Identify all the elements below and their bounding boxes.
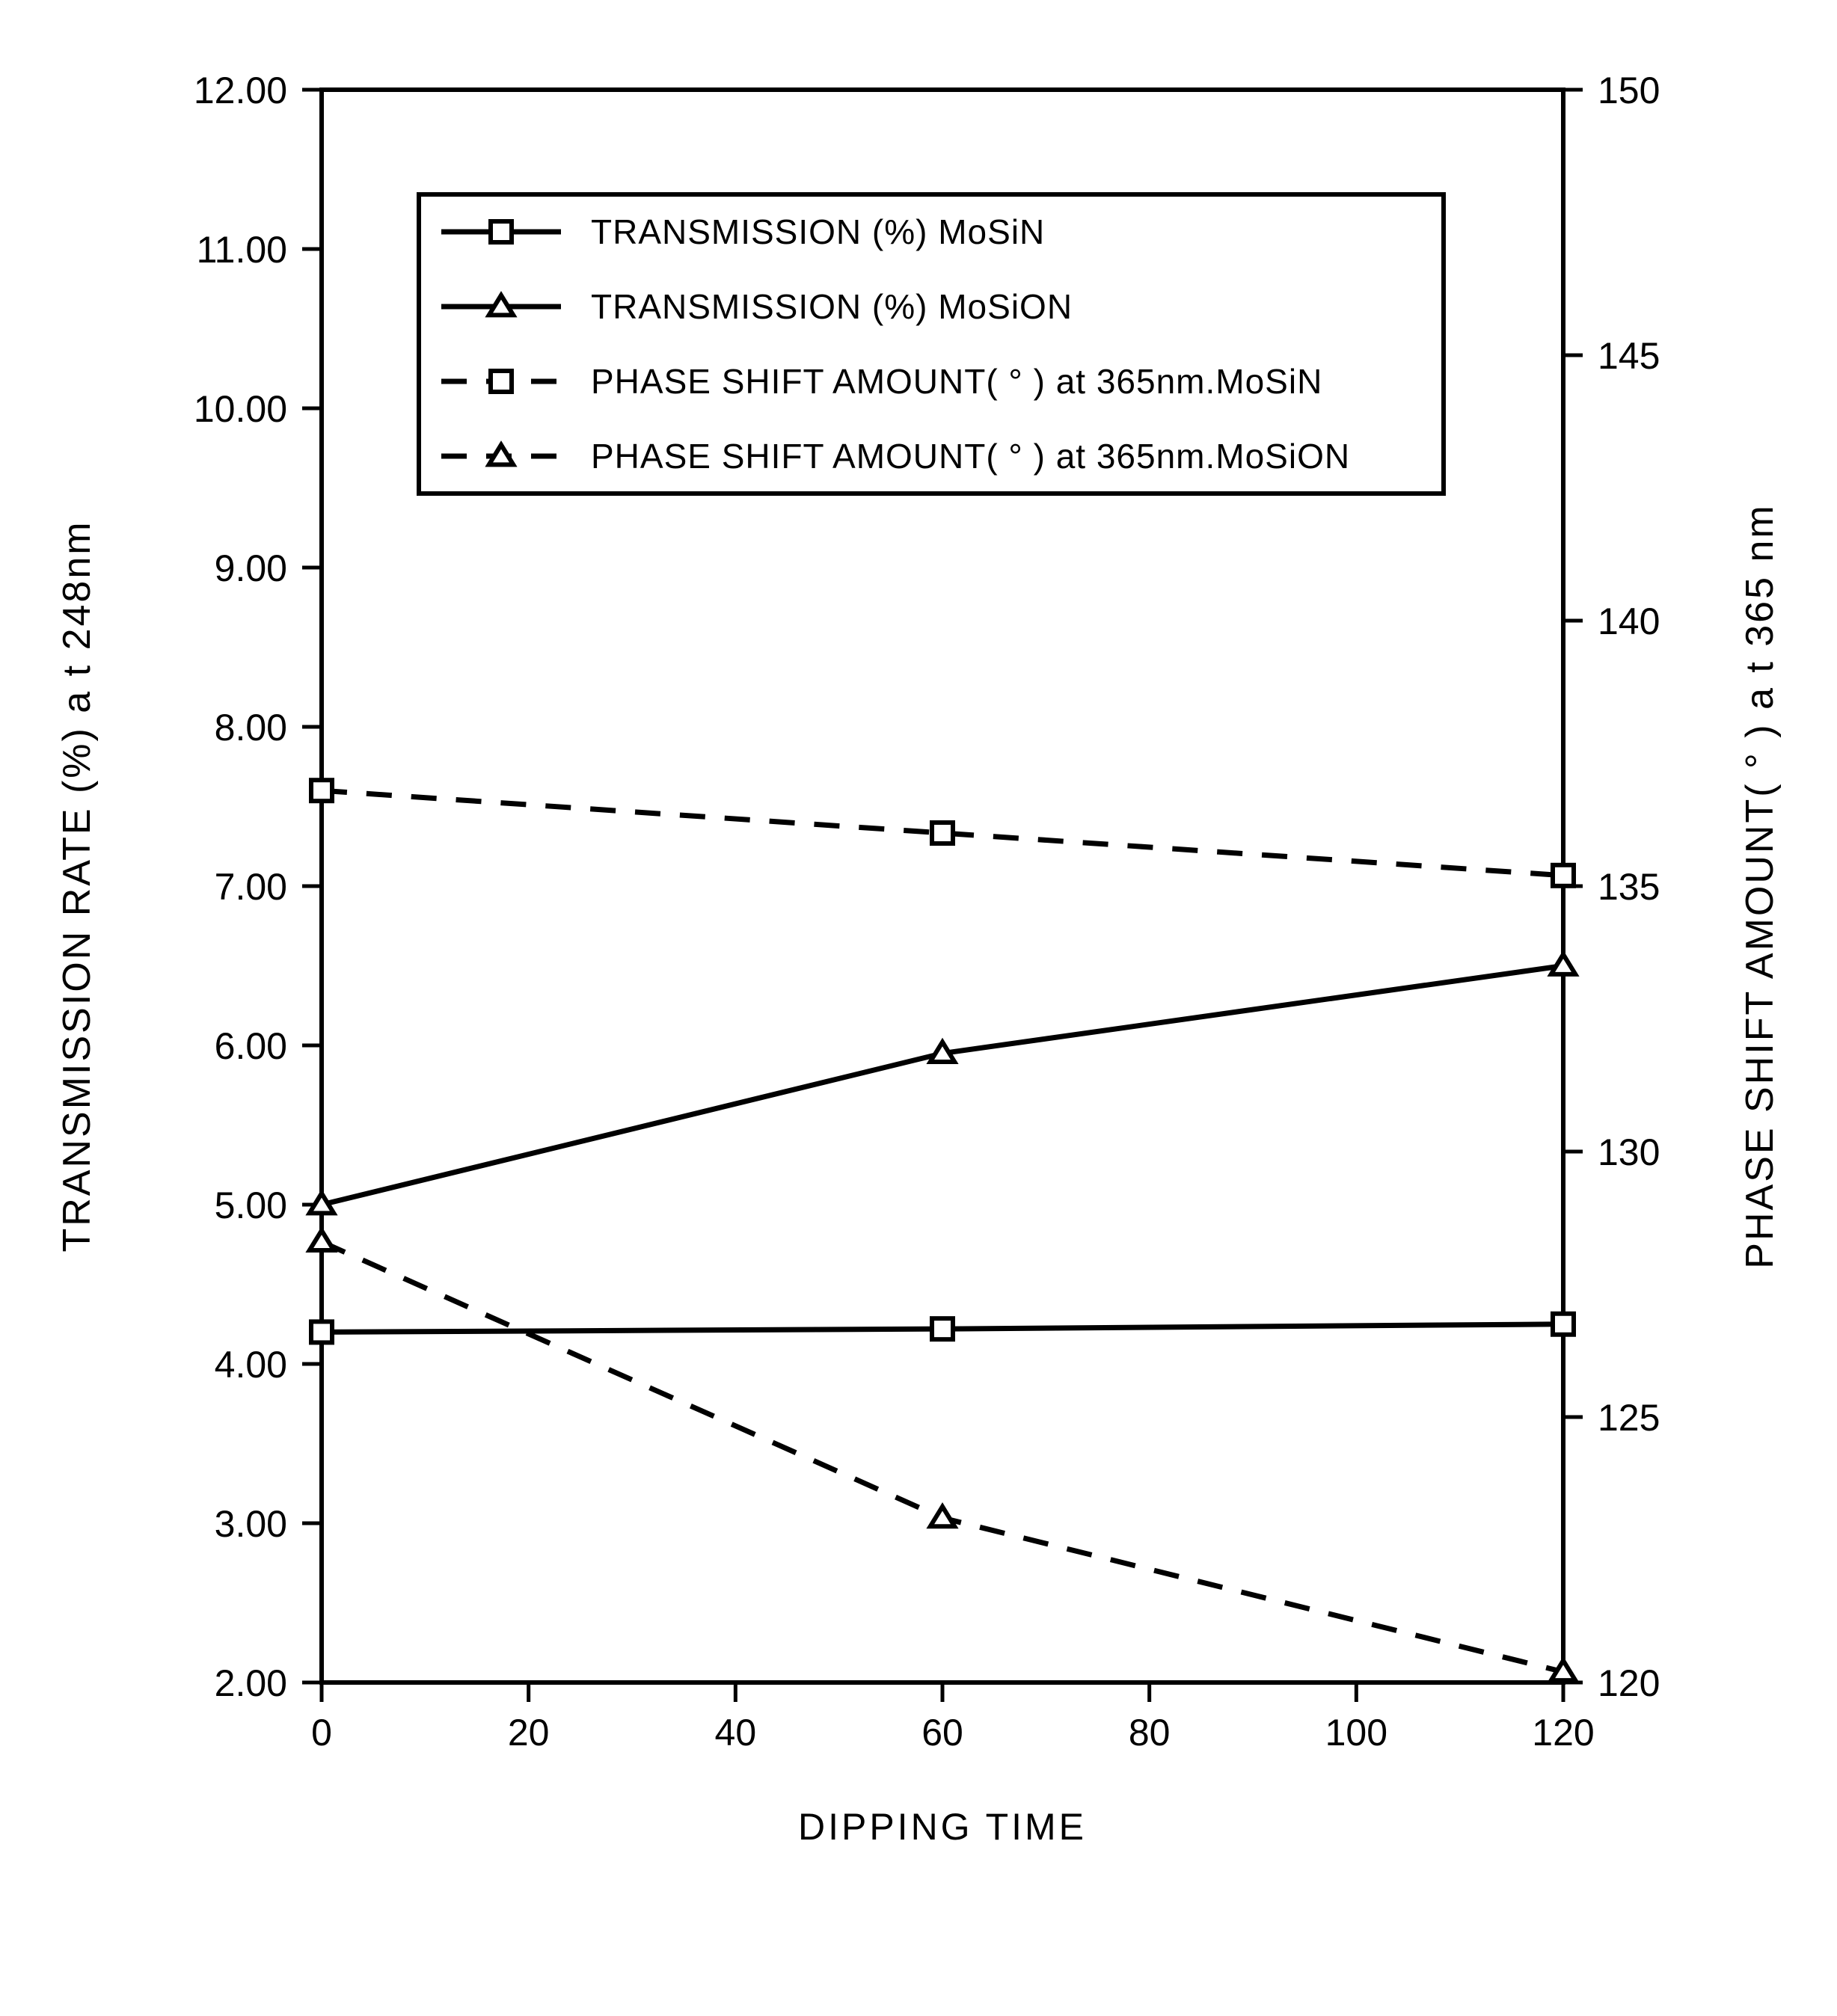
y-left-tick-label: 5.00 <box>215 1184 287 1226</box>
triangle-marker <box>310 1231 334 1250</box>
y-right-tick-label: 145 <box>1598 335 1660 377</box>
y-left-tick-label: 2.00 <box>215 1662 287 1704</box>
y-left-tick-label: 3.00 <box>215 1503 287 1545</box>
y-left-tick-label: 12.00 <box>194 70 287 111</box>
y-right-tick-label: 135 <box>1598 866 1660 908</box>
x-tick-label: 20 <box>508 1712 550 1754</box>
y-left-tick-label: 10.00 <box>194 388 287 430</box>
legend-label: TRANSMISSION (%) MoSiN <box>591 212 1045 251</box>
square-marker <box>491 221 512 242</box>
triangle-marker <box>930 1042 954 1062</box>
y-left-tick-label: 7.00 <box>215 866 287 908</box>
square-marker <box>1553 865 1574 886</box>
y-left-tick-label: 4.00 <box>215 1344 287 1386</box>
x-tick-label: 80 <box>1129 1712 1171 1754</box>
x-tick-label: 60 <box>921 1712 963 1754</box>
y-right-axis-label: PHASE SHIFT AMOUNT( ° ) a t 365 nm <box>1738 503 1782 1268</box>
legend-label: PHASE SHIFT AMOUNT( ° ) at 365nm.MoSiON <box>591 437 1350 476</box>
triangle-marker <box>1551 1661 1575 1680</box>
dual-axis-chart: 0 20 40 60 80 100 120 DIPPING TIME 2.00 3.00 4.00 5… <box>0 0 1837 2016</box>
square-marker <box>491 371 512 392</box>
legend-label: PHASE SHIFT AMOUNT( ° ) at 365nm.MoSiN <box>591 362 1322 401</box>
legend-label: TRANSMISSION (%) MoSiON <box>591 287 1073 326</box>
y-left-tick-label: 6.00 <box>215 1025 287 1067</box>
x-tick-label: 120 <box>1532 1712 1594 1754</box>
x-tick-label: 0 <box>311 1712 332 1754</box>
square-marker <box>311 1321 332 1342</box>
y-left-tick-label: 9.00 <box>215 547 287 589</box>
y-right-tick-label: 150 <box>1598 70 1660 111</box>
y-left-tick-label: 8.00 <box>215 707 287 749</box>
x-axis-label: DIPPING TIME <box>798 1806 1087 1848</box>
y-right-tick-label: 125 <box>1598 1397 1660 1439</box>
y-left-tick-label: 11.00 <box>197 229 287 271</box>
y-left-axis-label: TRANSMISSION RATE (%) a t 248nm <box>55 520 99 1252</box>
y-right-tick-label: 120 <box>1598 1662 1660 1704</box>
triangle-marker <box>1551 954 1575 974</box>
y-right-tick-label: 130 <box>1598 1131 1660 1173</box>
series-phase-shift-mosion <box>322 1242 1563 1672</box>
square-marker <box>1553 1314 1574 1335</box>
chart-page: 0 20 40 60 80 100 120 DIPPING TIME 2.00 3.00 4.00 5… <box>0 0 1837 2016</box>
x-tick-label: 40 <box>715 1712 757 1754</box>
square-marker <box>311 780 332 801</box>
square-marker <box>932 823 953 843</box>
square-marker <box>932 1318 953 1339</box>
x-tick-label: 100 <box>1325 1712 1387 1754</box>
series-transmission-mosion <box>322 966 1563 1205</box>
triangle-marker <box>310 1193 334 1213</box>
y-right-tick-label: 140 <box>1598 600 1660 642</box>
triangle-marker <box>930 1507 954 1526</box>
